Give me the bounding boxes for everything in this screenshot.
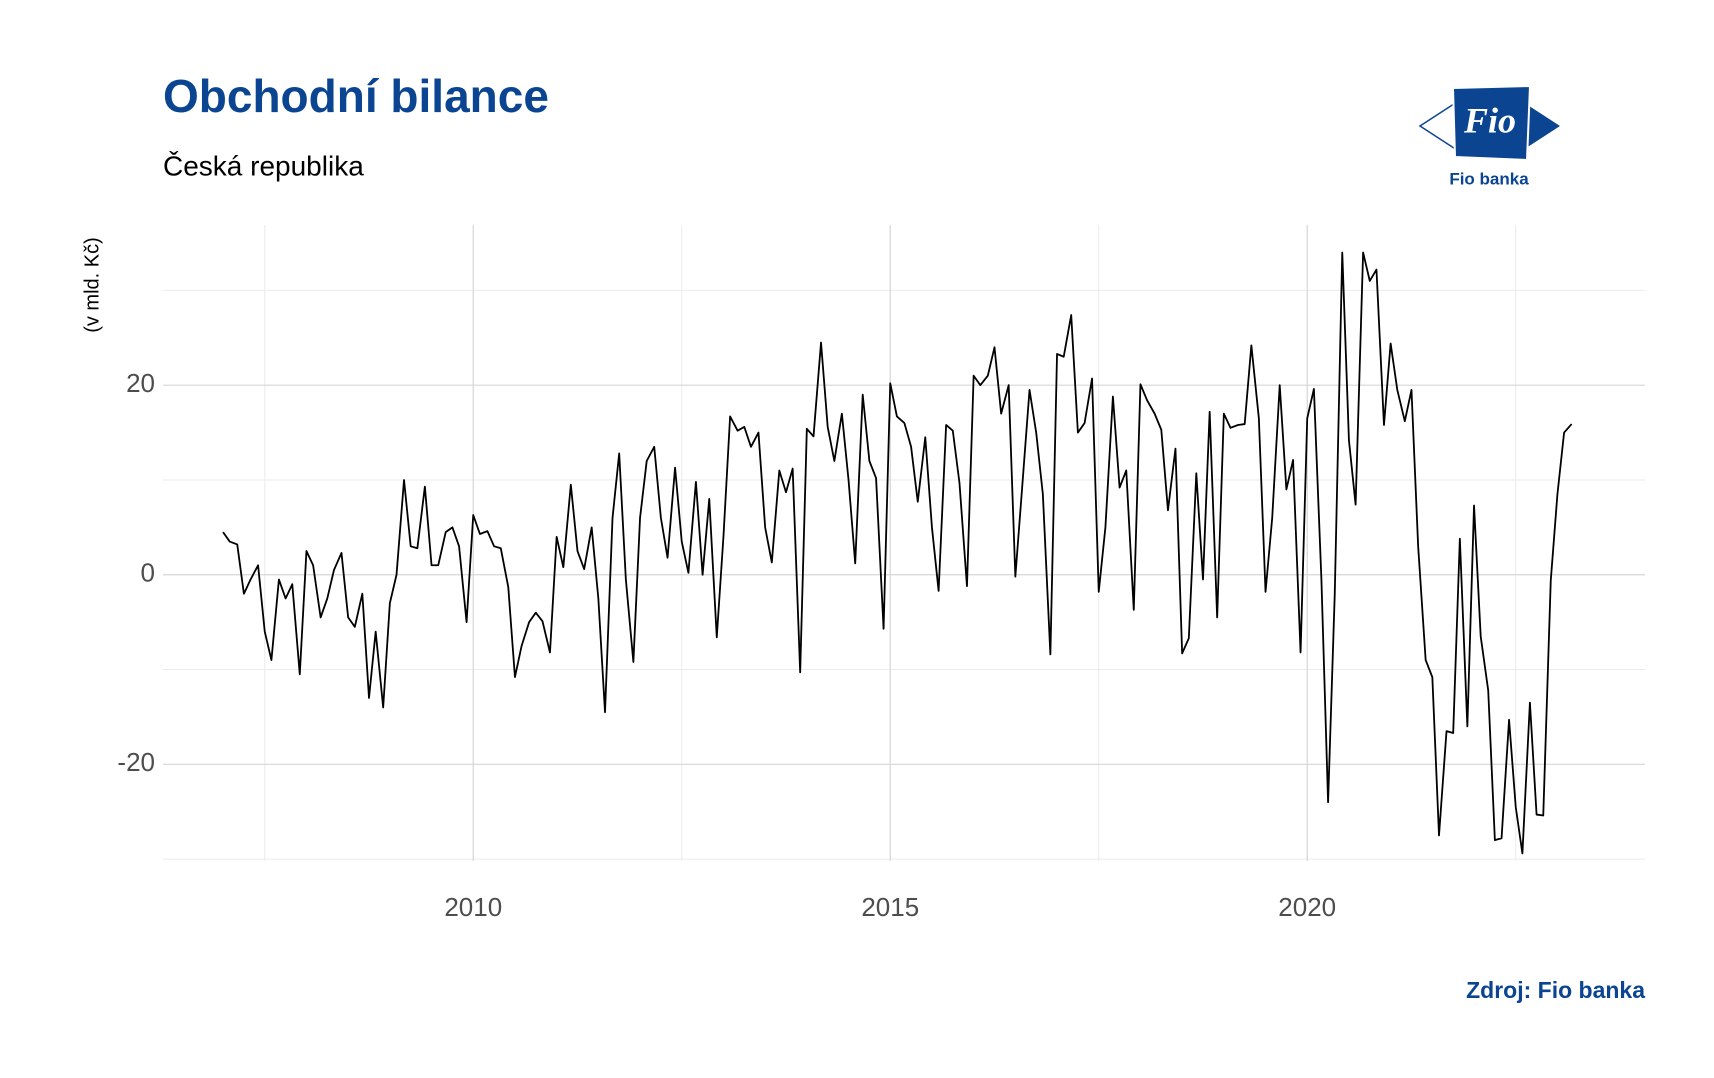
data-line — [222, 251, 1573, 855]
logo-flag — [1451, 84, 1532, 162]
source-note: Zdroj: Fio banka — [1466, 977, 1645, 1003]
x-tick-label: 2015 — [861, 892, 919, 922]
y-tick-label: 20 — [126, 368, 155, 398]
logo-caption: Fio banka — [1449, 169, 1529, 188]
x-tick-label: 2020 — [1278, 892, 1336, 922]
y-tick-label: 0 — [141, 558, 155, 588]
chart-subtitle: Česká republika — [163, 150, 364, 181]
logo-wing — [1520, 100, 1560, 152]
y-axis-label: (v mld. Kč) — [81, 237, 103, 333]
x-tick-label: 2010 — [444, 892, 502, 922]
logo-text: Fio — [1463, 100, 1516, 140]
logo: Fio Fio banka — [1418, 84, 1560, 188]
chart-title: Obchodní bilance — [163, 70, 549, 122]
y-tick-label: -20 — [117, 747, 155, 777]
